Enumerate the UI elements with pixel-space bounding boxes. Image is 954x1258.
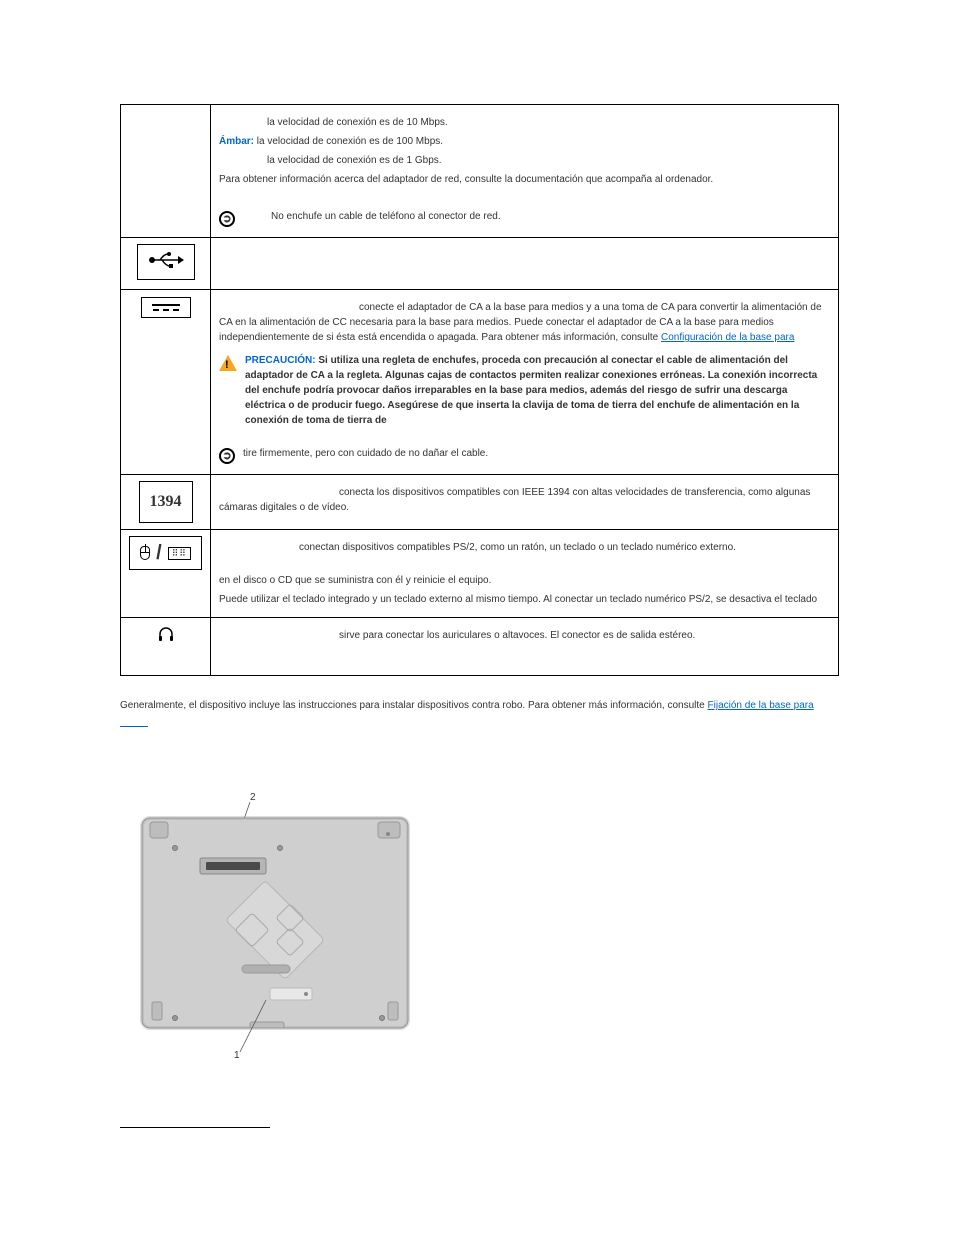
- usb-icon: [137, 244, 195, 280]
- ps2-icon: / ⠿⠿: [129, 536, 202, 570]
- after-link[interactable]: Fijación de la base para: [708, 700, 814, 711]
- power-notice-text: tire firmemente, pero con cuidado de no …: [243, 446, 488, 461]
- ieee-icon: 1394: [139, 481, 193, 523]
- audio-text: sirve para conectar los auriculares o al…: [219, 628, 830, 643]
- power-icon-cell: [121, 290, 211, 475]
- power-icon: [141, 297, 191, 318]
- ps2-text1: conectan dispositivos compatibles PS/2, …: [219, 540, 830, 555]
- amber-text: la velocidad de conexión es de 100 Mbps.: [254, 136, 443, 147]
- power-intro-wrap: conecte el adaptador de CA a la base par…: [219, 300, 830, 345]
- usb-cell: [211, 238, 839, 290]
- adapter-info-text: Para obtener información acerca del adap…: [219, 172, 830, 187]
- power-config-link[interactable]: Configuración de la base para: [661, 332, 794, 343]
- network-cell: la velocidad de conexión es de 10 Mbps. …: [211, 105, 839, 238]
- network-icon-cell: [121, 105, 211, 238]
- network-notice-text: No enchufe un cable de teléfono al conec…: [271, 209, 501, 224]
- notice-icon: ➲: [219, 448, 235, 464]
- ps2-text2: en el disco o CD que se suministra con é…: [219, 573, 830, 588]
- ieee-text: conecta los dispositivos compatibles con…: [219, 485, 830, 515]
- connector-table: la velocidad de conexión es de 10 Mbps. …: [120, 104, 839, 676]
- notice-icon: ➲: [219, 211, 235, 227]
- speed-10-text: la velocidad de conexión es de 10 Mbps.: [267, 115, 830, 130]
- dock-image: 2: [130, 790, 839, 1063]
- ps2-text3: Puede utilizar el teclado integrado y un…: [219, 592, 830, 607]
- ps2-icon-cell: / ⠿⠿: [121, 530, 211, 618]
- svg-text:1: 1: [234, 1050, 240, 1060]
- audio-cell: sirve para conectar los auriculares o al…: [211, 618, 839, 676]
- amber-label: Ámbar:: [219, 136, 254, 147]
- caution-icon: [219, 355, 237, 371]
- after-base-text: Generalmente, el dispositivo incluye las…: [120, 700, 708, 711]
- audio-icon-cell: [121, 618, 211, 676]
- ieee-icon-cell: 1394: [121, 475, 211, 530]
- caution-label: PRECAUCIÓN:: [245, 355, 316, 366]
- ieee-cell: conecta los dispositivos compatibles con…: [211, 475, 839, 530]
- caution-text-wrap: PRECAUCIÓN: Si utiliza una regleta de en…: [245, 353, 830, 428]
- headphones-icon: [157, 627, 175, 647]
- svg-text:2: 2: [250, 792, 256, 803]
- caution-body: Si utiliza una regleta de enchufes, proc…: [245, 355, 817, 426]
- power-cell: conecte el adaptador de CA a la base par…: [211, 290, 839, 475]
- speed-1g-text: la velocidad de conexión es de 1 Gbps.: [267, 153, 830, 168]
- usb-icon-cell: [121, 238, 211, 290]
- after-paragraph: Generalmente, el dispositivo incluye las…: [120, 698, 839, 713]
- ps2-cell: conectan dispositivos compatibles PS/2, …: [211, 530, 839, 618]
- after-link-continuation[interactable]: [120, 726, 148, 727]
